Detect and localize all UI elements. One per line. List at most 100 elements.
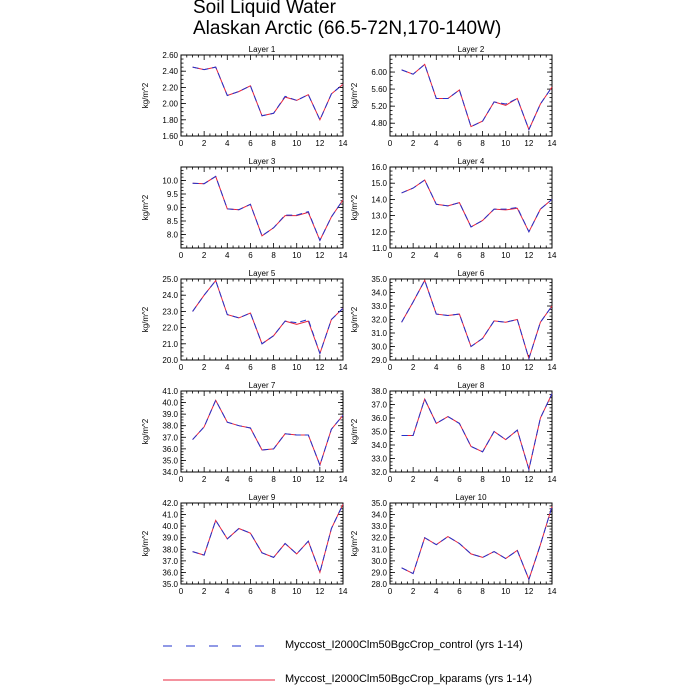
panel-layer-7: Layer 7 kg/m^2 0 2 4 6 8 10 12 14 34.0 35.0 36.0 37.0… (141, 381, 348, 484)
x-tick-label: 6 (248, 251, 253, 260)
plot-frame (389, 502, 553, 585)
y-tick-label: 34.0 (371, 441, 387, 450)
y-tick-label: 41.0 (162, 387, 178, 396)
y-tick-label: 37.0 (162, 557, 178, 566)
y-tick-label: 9.0 (167, 204, 179, 213)
x-tick-label: 6 (248, 139, 253, 148)
x-tick-label: 10 (292, 475, 301, 484)
x-tick-label: 14 (548, 363, 557, 372)
panel-title: Layer 2 (458, 45, 485, 54)
y-tick-label: 39.0 (162, 410, 178, 419)
x-tick-label: 8 (480, 363, 485, 372)
y-tick-label: 32.0 (371, 316, 387, 325)
y-tick-label: 2.60 (162, 51, 178, 60)
x-tick-label: 10 (501, 363, 510, 372)
x-tick-label: 10 (501, 139, 510, 148)
y-axis-label: kg/m^2 (350, 418, 359, 444)
x-tick-label: 4 (225, 139, 230, 148)
panel-title: Layer 5 (249, 269, 276, 278)
y-tick-label: 15.0 (371, 179, 387, 188)
x-tick-label: 12 (524, 363, 533, 372)
x-tick-label: 10 (292, 251, 301, 260)
y-tick-label: 14.0 (371, 195, 387, 204)
y-tick-label: 35.0 (162, 580, 178, 589)
y-tick-label: 36.0 (162, 568, 178, 577)
y-tick-label: 35.0 (371, 428, 387, 437)
panel-title: Layer 6 (458, 269, 485, 278)
x-tick-label: 12 (315, 587, 324, 596)
y-tick-label: 37.0 (162, 433, 178, 442)
x-tick-label: 14 (339, 251, 348, 260)
series-line-kparams (401, 63, 553, 131)
x-tick-label: 2 (411, 251, 416, 260)
x-tick-label: 2 (202, 251, 207, 260)
y-tick-label: 5.20 (371, 102, 387, 111)
chart-subtitle: Alaskan Arctic (66.5-72N,170-140W) (193, 18, 502, 39)
y-tick-label: 30.0 (371, 343, 387, 352)
y-tick-label: 12.0 (371, 228, 387, 237)
y-tick-label: 21.0 (162, 340, 178, 349)
x-tick-label: 12 (315, 251, 324, 260)
x-tick-label: 4 (434, 363, 439, 372)
y-tick-label: 37.0 (371, 401, 387, 410)
legend-line-control (163, 645, 275, 647)
y-tick-label: 20.0 (162, 356, 178, 365)
series-line-kparams (401, 393, 553, 472)
legend-label-control: Myccost_I2000Clm50BgcCrop_control (yrs 1… (285, 639, 523, 651)
x-tick-label: 10 (292, 587, 301, 596)
y-axis-label: kg/m^2 (350, 194, 359, 220)
y-tick-label: 40.0 (162, 399, 178, 408)
y-tick-label: 35.0 (162, 456, 178, 465)
panel-title: Layer 3 (249, 157, 276, 166)
panel-layer-4: Layer 4 kg/m^2 0 2 4 6 8 10 12 14 11.0 12.0 13.0 14.0… (350, 157, 557, 260)
y-tick-label: 38.0 (162, 422, 178, 431)
y-tick-label: 28.0 (371, 580, 387, 589)
x-tick-label: 4 (225, 587, 230, 596)
y-tick-label: 32.0 (371, 468, 387, 477)
x-tick-label: 4 (434, 139, 439, 148)
plot-frame (180, 502, 344, 585)
series-line-control (401, 393, 553, 472)
y-tick-label: 35.0 (371, 499, 387, 508)
y-tick-label: 34.0 (162, 468, 178, 477)
x-tick-label: 4 (225, 475, 230, 484)
y-axis-label: kg/m^2 (141, 82, 150, 108)
y-tick-label: 2.20 (162, 83, 178, 92)
x-tick-label: 12 (315, 363, 324, 372)
x-tick-label: 0 (388, 363, 393, 372)
plot-frame (180, 278, 344, 361)
series-line-control (401, 63, 553, 131)
y-tick-label: 35.0 (371, 275, 387, 284)
x-tick-label: 8 (271, 587, 276, 596)
x-tick-label: 8 (271, 139, 276, 148)
panel-title: Layer 10 (455, 493, 487, 502)
y-tick-label: 1.60 (162, 132, 178, 141)
x-tick-label: 14 (548, 251, 557, 260)
x-tick-label: 8 (480, 251, 485, 260)
series-line-kparams (401, 279, 553, 361)
x-tick-label: 2 (202, 363, 207, 372)
x-tick-label: 0 (388, 587, 393, 596)
x-tick-label: 14 (339, 475, 348, 484)
y-axis-label: kg/m^2 (350, 82, 359, 108)
x-tick-label: 12 (524, 587, 533, 596)
y-tick-label: 22.0 (162, 324, 178, 333)
y-tick-label: 31.0 (371, 329, 387, 338)
series-line-control (192, 175, 344, 242)
panel-layer-8: Layer 8 kg/m^2 0 2 4 6 8 10 12 14 32.0 33.0 34.0 35.0… (350, 381, 557, 484)
y-tick-label: 31.0 (371, 545, 387, 554)
x-tick-label: 2 (411, 475, 416, 484)
x-tick-label: 8 (480, 139, 485, 148)
y-axis-label: kg/m^2 (141, 306, 150, 332)
x-tick-label: 14 (339, 587, 348, 596)
y-axis-label: kg/m^2 (350, 306, 359, 332)
x-tick-label: 14 (548, 475, 557, 484)
y-axis-label: kg/m^2 (141, 530, 150, 556)
x-tick-label: 0 (388, 139, 393, 148)
x-tick-label: 6 (457, 139, 462, 148)
panel-title: Layer 4 (458, 157, 485, 166)
x-tick-label: 14 (548, 139, 557, 148)
y-tick-label: 16.0 (371, 163, 387, 172)
legend-line-kparams (163, 679, 275, 681)
panel-layer-10: Layer 10 kg/m^2 0 2 4 6 8 10 12 14 28.0 29.0 30.0 31.… (350, 493, 557, 596)
